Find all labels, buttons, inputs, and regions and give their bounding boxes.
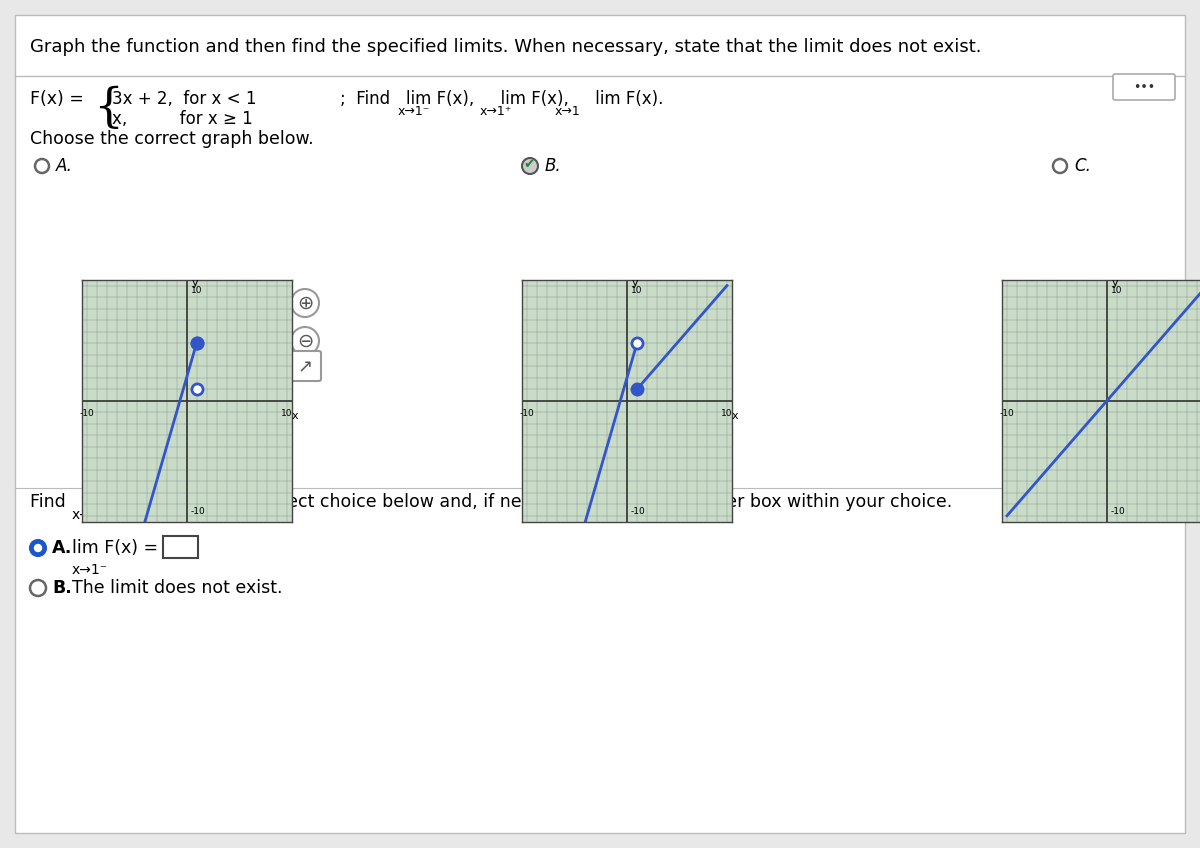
Text: A.: A. [56,157,73,175]
Text: x,          for x ≥ 1: x, for x ≥ 1 [112,110,253,128]
Text: x→1: x→1 [554,105,581,118]
Text: x: x [292,411,298,421]
Text: 10: 10 [1111,286,1122,294]
Text: ↗: ↗ [623,358,637,376]
Text: B.: B. [52,579,72,597]
Text: B.: B. [545,157,562,175]
Text: 10: 10 [631,286,642,294]
Text: x→1⁺: x→1⁺ [480,105,512,118]
Text: 10: 10 [191,286,202,294]
Circle shape [522,158,538,174]
Text: -10: -10 [520,409,534,418]
Text: ⊕: ⊕ [296,293,313,313]
Circle shape [35,544,42,551]
Text: {: { [94,86,124,131]
Text: -10: -10 [631,507,646,516]
Text: ⊕: ⊕ [622,293,638,313]
Text: A.: A. [52,539,72,557]
Circle shape [616,327,644,355]
Text: x: x [732,411,738,421]
FancyBboxPatch shape [1114,74,1175,100]
Text: ✔: ✔ [523,157,535,171]
Text: ⊖: ⊖ [296,332,313,350]
Text: -10: -10 [1111,507,1126,516]
Text: 10: 10 [281,409,293,418]
Text: -10: -10 [79,409,94,418]
Text: ;  Find   lim F(x),     lim F(x),     lim F(x).: ; Find lim F(x), lim F(x), lim F(x). [340,90,664,108]
Text: -10: -10 [191,507,205,516]
Text: y: y [1112,277,1118,287]
Text: 3x + 2,  for x < 1: 3x + 2, for x < 1 [112,90,257,108]
Circle shape [292,289,319,317]
Text: ⊖: ⊖ [622,332,638,350]
Circle shape [292,327,319,355]
Text: -10: -10 [1000,409,1014,418]
Text: y: y [192,277,198,287]
Text: F(x) =: F(x) = [30,90,84,108]
Text: x→1⁻: x→1⁻ [398,105,431,118]
FancyBboxPatch shape [614,351,646,381]
Text: 10: 10 [721,409,733,418]
Text: x→1⁻: x→1⁻ [72,563,108,577]
Text: Choose the correct graph below.: Choose the correct graph below. [30,130,313,148]
Circle shape [30,540,46,556]
Text: C.: C. [1074,157,1091,175]
Text: •••: ••• [1133,81,1156,93]
Text: x→1⁻: x→1⁻ [72,508,108,522]
FancyBboxPatch shape [289,351,322,381]
Text: ↗: ↗ [298,358,312,376]
Text: The limit does not exist.: The limit does not exist. [72,579,282,597]
Text: Find   lim F(x). Select the correct choice below and, if necessary, fill in the : Find lim F(x). Select the correct choice… [30,493,953,511]
Bar [163,536,198,558]
Text: y: y [632,277,638,287]
Circle shape [616,289,644,317]
Text: Graph the function and then find the specified limits. When necessary, state tha: Graph the function and then find the spe… [30,38,982,56]
Text: lim F(x) =: lim F(x) = [72,539,158,557]
